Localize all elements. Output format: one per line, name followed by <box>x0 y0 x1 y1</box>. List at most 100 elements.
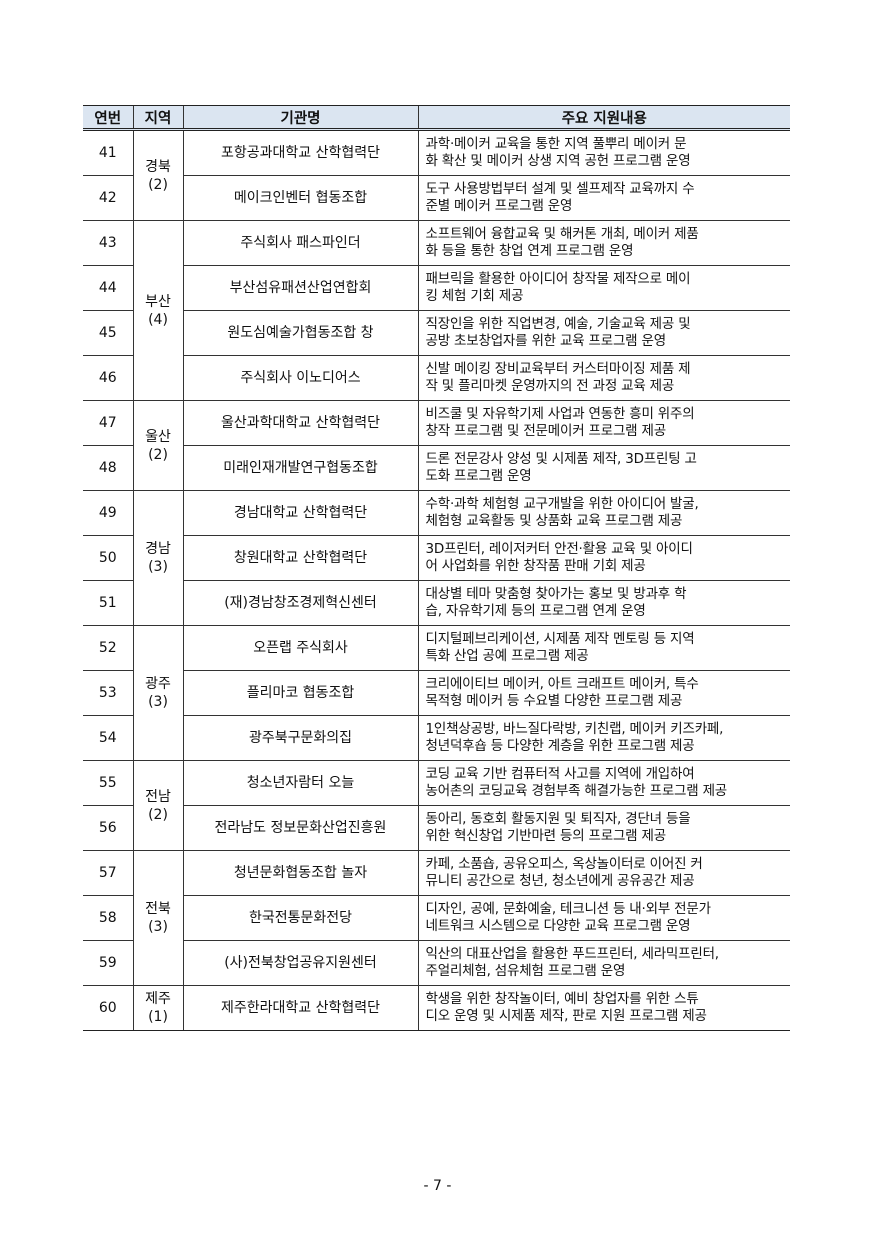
organization-name: 주식회사 패스파인더 <box>182 220 418 266</box>
row-number: 60 <box>83 985 133 1031</box>
organization-name: 플리마코 협동조합 <box>182 670 418 716</box>
region-count: (2) <box>148 806 168 823</box>
organization-name: (사)전북창업공유지원센터 <box>182 940 418 986</box>
table-header-row: 연번 지역 기관명 주요 지원내용 <box>83 105 790 131</box>
row-number: 53 <box>83 670 133 716</box>
table-row: 43 부산 (4) 주식회사 패스파인더 소프트웨어 융합교육 및 해커톤 개최, 메이… <box>83 220 790 401</box>
organization-name: 울산과학대학교 산학협력단 <box>182 400 418 446</box>
region-cell: 부산 (4) <box>132 220 183 401</box>
support-content-line: 1인책상공방, 바느질다락방, 키친랩, 메이커 키즈카페, <box>425 721 724 737</box>
support-content: 코딩 교육 기반 컴퓨터적 사고를 지역에 개입하여 농어촌의 코딩교육 경험부족… <box>417 760 790 806</box>
support-content-line: 패브릭을 활용한 아이디어 창작물 제작으로 메이 <box>425 271 691 287</box>
row-number: 48 <box>83 445 133 491</box>
support-content-line: 위한 혁신창업 기반마련 등의 프로그램 제공 <box>425 828 667 844</box>
row-number: 51 <box>83 580 133 626</box>
support-content-line: 공방 초보창업자를 위한 교육 프로그램 운영 <box>425 333 667 349</box>
region-name: 제주 <box>145 991 171 1007</box>
support-content-line: 학생을 위한 창작놀이터, 예비 창업자를 위한 스튜 <box>425 991 699 1007</box>
support-content-line: 신발 메이킹 장비교육부터 커스터마이징 제품 제 <box>425 361 691 377</box>
region-count: (2) <box>148 446 168 463</box>
support-content: 패브릭을 활용한 아이디어 창작물 제작으로 메이 킹 체험 기회 제공 <box>417 265 790 311</box>
table-row: 58 한국전통문화전당 디자인, 공예, 문화예술, 테크니션 등 내·외부 전문가… <box>83 895 790 941</box>
header-organization: 기관명 <box>182 105 418 131</box>
support-content-line: 화 확산 및 메이커 상생 지역 공헌 프로그램 운영 <box>425 153 691 169</box>
organization-name: 광주북구문화의집 <box>182 715 418 761</box>
table-row: 44 부산섬유패션산업연합회 패브릭을 활용한 아이디어 창작물 제작으로 메이 킹 … <box>83 265 790 311</box>
support-content-line: 킹 체험 기회 제공 <box>425 288 524 304</box>
support-content-line: 체험형 교육활동 및 상품화 교육 프로그램 제공 <box>425 513 683 529</box>
table-row: 56 전라남도 정보문화산업진흥원 동아리, 동호회 활동지원 및 퇴직자, 경단녀… <box>83 805 790 851</box>
row-number: 42 <box>83 175 133 221</box>
row-number: 58 <box>83 895 133 941</box>
table-row: 53 플리마코 협동조합 크리에이티브 메이커, 아트 크래프트 메이커, 특수 목적… <box>83 670 790 716</box>
row-number: 56 <box>83 805 133 851</box>
region-cell: 전남 (2) <box>132 760 183 851</box>
support-content-line: 동아리, 동호회 활동지원 및 퇴직자, 경단녀 등을 <box>425 811 691 827</box>
support-content: 동아리, 동호회 활동지원 및 퇴직자, 경단녀 등을 위한 혁신창업 기반마련 … <box>417 805 790 851</box>
support-content-line: 준별 메이커 프로그램 운영 <box>425 198 573 214</box>
table-row: 51 (재)경남창조경제혁신센터 대상별 테마 맞춤형 찾아가는 홍보 및 방과후 … <box>83 580 790 626</box>
support-content-line: 익산의 대표산업을 활용한 푸드프린터, 세라믹프린터, <box>425 946 720 962</box>
table-row: 52 광주 (3) 오픈랩 주식회사 디지털페브리케이션, 시제품 제작 멘토링 등 지… <box>83 625 790 761</box>
support-content-line: 드론 전문강사 양성 및 시제품 제작, 3D프린팅 고 <box>425 451 697 467</box>
support-content-line: 과학·메이커 교육을 통한 지역 풀뿌리 메이커 문 <box>425 136 687 152</box>
table-row: 47 울산 (2) 울산과학대학교 산학협력단 비즈쿨 및 자유학기제 사업과 연동한 … <box>83 400 790 491</box>
header-number: 연번 <box>83 105 133 131</box>
region-name: 전북 <box>145 901 171 917</box>
support-content: 크리에이티브 메이커, 아트 크래프트 메이커, 특수 목적형 메이커 등 수요별… <box>417 670 790 716</box>
support-content-line: 어 사업화를 위한 창작품 판매 기회 제공 <box>425 558 646 574</box>
region-count: (4) <box>148 311 168 328</box>
region-name: 울산 <box>145 428 171 445</box>
row-number: 45 <box>83 310 133 356</box>
row-number: 44 <box>83 265 133 311</box>
region-cell: 제주 (1) <box>132 985 183 1031</box>
support-content: 직장인을 위한 직업변경, 예술, 기술교육 제공 및 공방 초보창업자를 위한 … <box>417 310 790 356</box>
support-content-line: 대상별 테마 맞춤형 찾아가는 홍보 및 방과후 학 <box>425 586 687 602</box>
organization-name: 미래인재개발연구협동조합 <box>182 445 418 491</box>
support-content-line: 디오 운영 및 시제품 제작, 판로 지원 프로그램 제공 <box>425 1008 707 1024</box>
organization-name: 주식회사 이노디어스 <box>182 355 418 401</box>
region-count: (3) <box>148 694 168 710</box>
region-count: (2) <box>148 176 168 193</box>
support-content-line: 습, 자유학기제 등의 프로그램 연계 운영 <box>425 603 646 619</box>
support-content: 수학·과학 체험형 교구개발을 위한 아이디어 발굴, 체험형 교육활동 및 상품… <box>417 490 790 536</box>
table-row: 50 창원대학교 산학협력단 3D프린터, 레이저커터 안전·활용 교육 및 아이디… <box>83 535 790 581</box>
support-content: 익산의 대표산업을 활용한 푸드프린터, 세라믹프린터, 주얼리체험, 섬유체험 … <box>417 940 790 986</box>
region-cell: 경남 (3) <box>132 490 183 626</box>
support-content-line: 소프트웨어 융합교육 및 해커톤 개최, 메이커 제품 <box>425 226 699 242</box>
support-content: 디자인, 공예, 문화예술, 테크니션 등 내·외부 전문가 네트워크 시스템으로… <box>417 895 790 941</box>
support-content-line: 크리에이티브 메이커, 아트 크래프트 메이커, 특수 <box>425 676 699 692</box>
region-name: 경남 <box>145 541 171 557</box>
table-row: 41 경북 (2) 포항공과대학교 산학협력단 과학·메이커 교육을 통한 지역 풀뿌리… <box>83 129 790 221</box>
support-content: 디지털페브리케이션, 시제품 제작 멘토링 등 지역 특화 산업 공예 프로그램 … <box>417 625 790 671</box>
row-number: 59 <box>83 940 133 986</box>
region-name: 광주 <box>145 676 171 692</box>
page-number: - 7 - <box>423 1178 452 1194</box>
organization-name: (재)경남창조경제혁신센터 <box>182 580 418 626</box>
row-number: 50 <box>83 535 133 581</box>
support-content-line: 도구 사용방법부터 설계 및 셀프제작 교육까지 수 <box>425 181 695 197</box>
support-content: 학생을 위한 창작놀이터, 예비 창업자를 위한 스튜 디오 운영 및 시제품 제… <box>417 985 790 1031</box>
organization-name: 부산섬유패션산업연합회 <box>182 265 418 311</box>
support-content-line: 코딩 교육 기반 컴퓨터적 사고를 지역에 개입하여 <box>425 766 695 782</box>
support-content-line: 직장인을 위한 직업변경, 예술, 기술교육 제공 및 <box>425 316 691 332</box>
table-row: 60 제주 (1) 제주한라대학교 산학협력단 학생을 위한 창작놀이터, 예비 창업자… <box>83 985 790 1031</box>
header-support-content: 주요 지원내용 <box>417 105 790 131</box>
row-number: 43 <box>83 220 133 266</box>
support-content-line: 카페, 소품숍, 공유오피스, 옥상놀이터로 이어진 커 <box>425 856 703 872</box>
support-content: 카페, 소품숍, 공유오피스, 옥상놀이터로 이어진 커 뮤니티 공간으로 청년,… <box>417 850 790 896</box>
support-content-line: 네트워크 시스템으로 다양한 교육 프로그램 운영 <box>425 918 691 934</box>
table-row: 49 경남 (3) 경남대학교 산학협력단 수학·과학 체험형 교구개발을 위한 아이디… <box>83 490 790 626</box>
organization-name: 제주한라대학교 산학협력단 <box>182 985 418 1031</box>
region-name: 부산 <box>145 293 171 310</box>
support-content: 소프트웨어 융합교육 및 해커톤 개최, 메이커 제품 화 등을 통한 창업 연계… <box>417 220 790 266</box>
region-name: 경북 <box>145 158 171 175</box>
support-content-line: 3D프린터, 레이저커터 안전·활용 교육 및 아이디 <box>425 541 693 557</box>
row-number: 57 <box>83 850 133 896</box>
support-content: 대상별 테마 맞춤형 찾아가는 홍보 및 방과후 학 습, 자유학기제 등의 프로… <box>417 580 790 626</box>
organization-name: 전라남도 정보문화산업진흥원 <box>182 805 418 851</box>
